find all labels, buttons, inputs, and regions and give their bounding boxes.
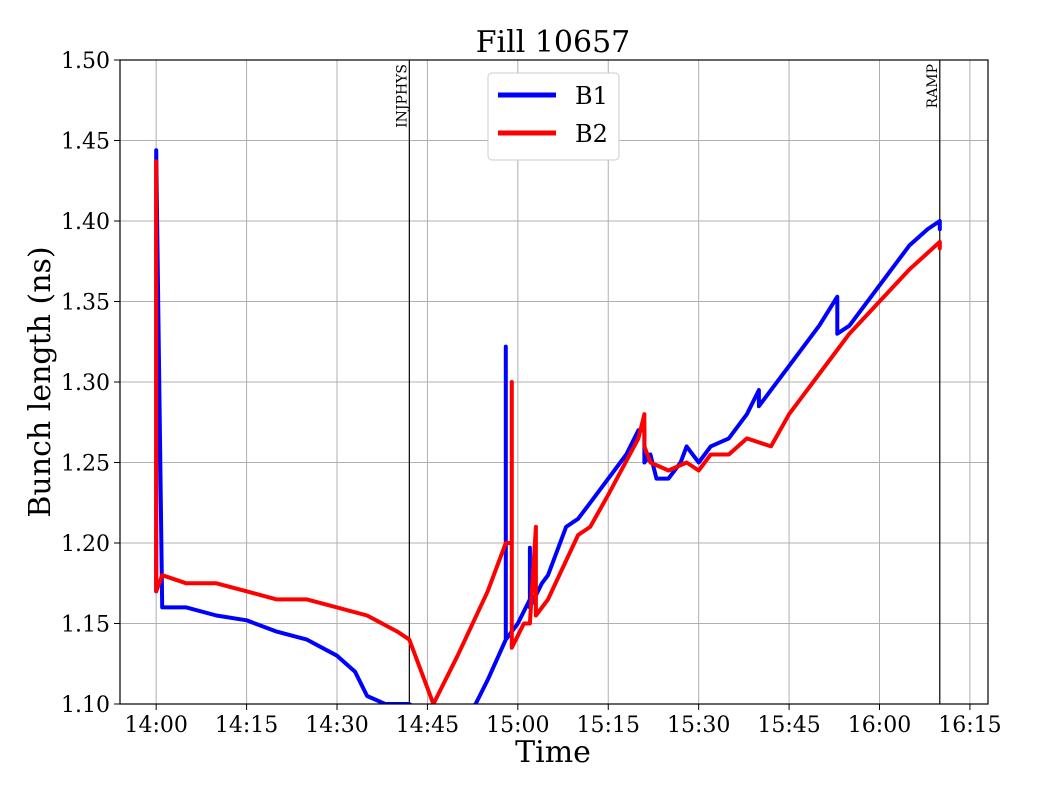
y-tick-label: 1.30 [61, 371, 110, 396]
y-tick-label: 1.20 [61, 532, 110, 557]
y-tick-label: 1.50 [61, 49, 110, 74]
chart-title: Fill 10657 [476, 25, 631, 60]
tick-layer: 14:00 14:15 14:30 14:45 15:00 15:15 15:30 15:45… [61, 49, 1002, 738]
vertical-marker-layer: INJPHYS RAMP [394, 60, 941, 704]
y-tick-label: 1.25 [61, 452, 110, 477]
y-tick-label: 1.15 [61, 613, 110, 638]
legend-label-b2: B2 [575, 120, 608, 148]
x-tick-label: 16:15 [938, 713, 1001, 738]
legend-label-b1: B1 [575, 82, 608, 110]
x-tick-label: 15:00 [486, 713, 549, 738]
x-tick-label: 14:15 [215, 713, 278, 738]
legend: B1 B2 [487, 72, 620, 161]
x-tick-label: 15:45 [757, 713, 820, 738]
series-line-b2 [154, 159, 942, 704]
x-tick-label: 16:00 [848, 713, 911, 738]
y-tick-label: 1.45 [61, 130, 110, 155]
y-tick-label: 1.35 [61, 291, 110, 316]
series-line-b1 [154, 148, 942, 704]
series-layer [154, 148, 942, 704]
x-tick-label: 14:00 [124, 713, 187, 738]
y-axis-label: Bunch length (ns) [23, 246, 58, 517]
y-tick-label: 1.10 [61, 693, 110, 718]
y-tick-label: 1.40 [61, 210, 110, 235]
x-axis-label: Time [515, 735, 591, 770]
phase-marker-label: RAMP [925, 64, 941, 108]
x-tick-label: 15:15 [577, 713, 640, 738]
x-tick-label: 14:30 [305, 713, 368, 738]
x-tick-label: 15:30 [667, 713, 730, 738]
x-tick-label: 14:45 [396, 713, 459, 738]
phase-marker-label: INJPHYS [394, 64, 410, 128]
